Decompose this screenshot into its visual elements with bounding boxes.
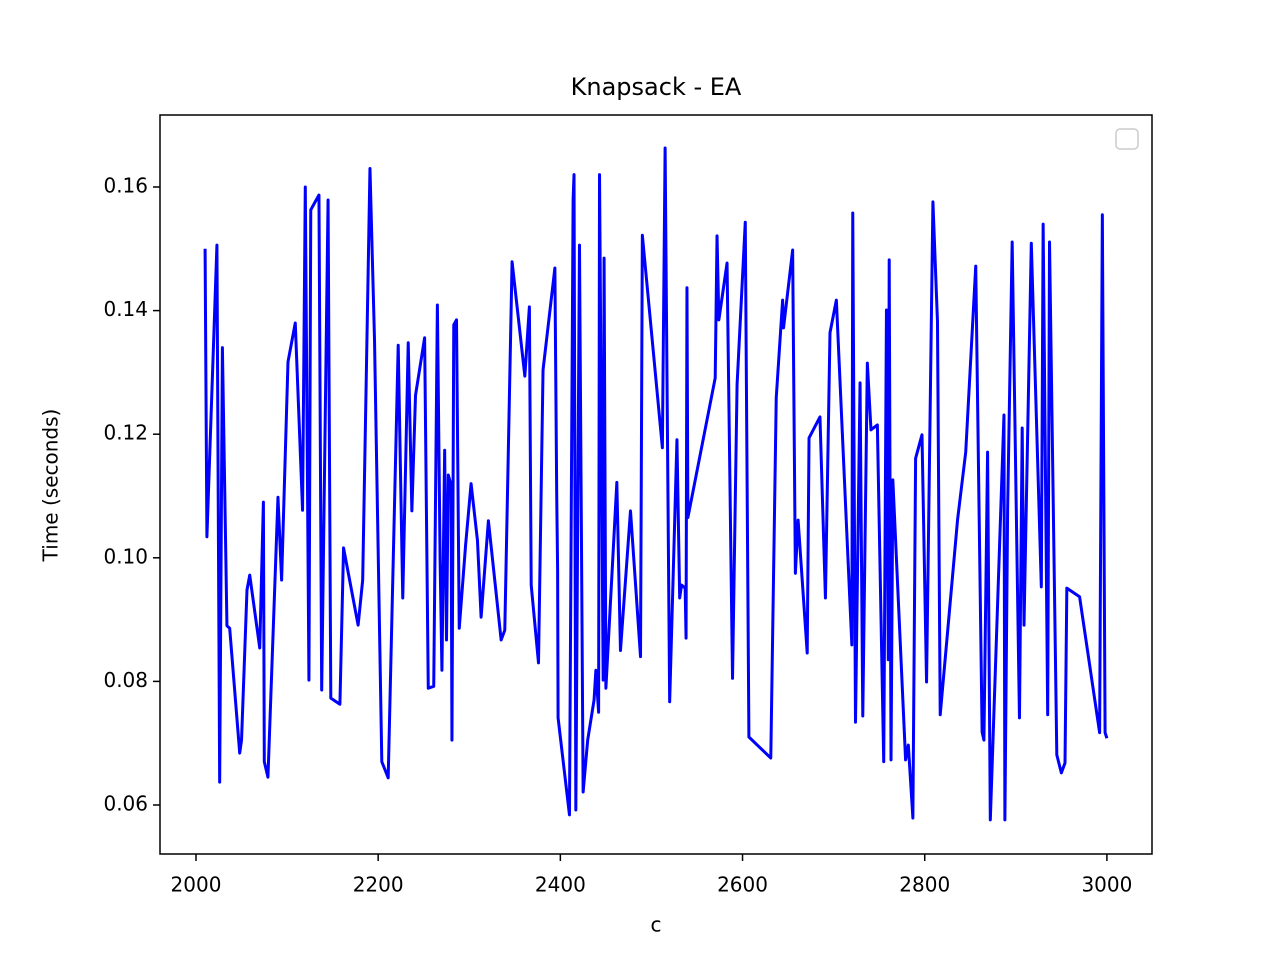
x-tick-label: 3000	[1081, 873, 1132, 897]
plot-frame	[159, 114, 1153, 855]
data-line	[203, 146, 1109, 822]
chart-title: Knapsack - EA	[571, 73, 742, 101]
x-tick-label: 2000	[171, 873, 222, 897]
y-tick-label: 0.16	[103, 173, 148, 197]
x-tick-label: 2200	[353, 873, 404, 897]
y-tick-label: 0.12	[103, 421, 148, 445]
x-tick-label: 2400	[535, 873, 586, 897]
y-tick-label: 0.06	[103, 791, 148, 815]
legend	[1115, 128, 1139, 150]
x-tick-label: 2600	[717, 873, 768, 897]
y-tick-label: 0.14	[103, 297, 148, 321]
y-tick-label: 0.08	[103, 668, 148, 692]
y-tick-label: 0.10	[103, 544, 148, 568]
x-tick-label: 2800	[899, 873, 950, 897]
x-axis-label: c	[651, 913, 662, 937]
y-axis-label: Time (seconds)	[39, 409, 63, 563]
